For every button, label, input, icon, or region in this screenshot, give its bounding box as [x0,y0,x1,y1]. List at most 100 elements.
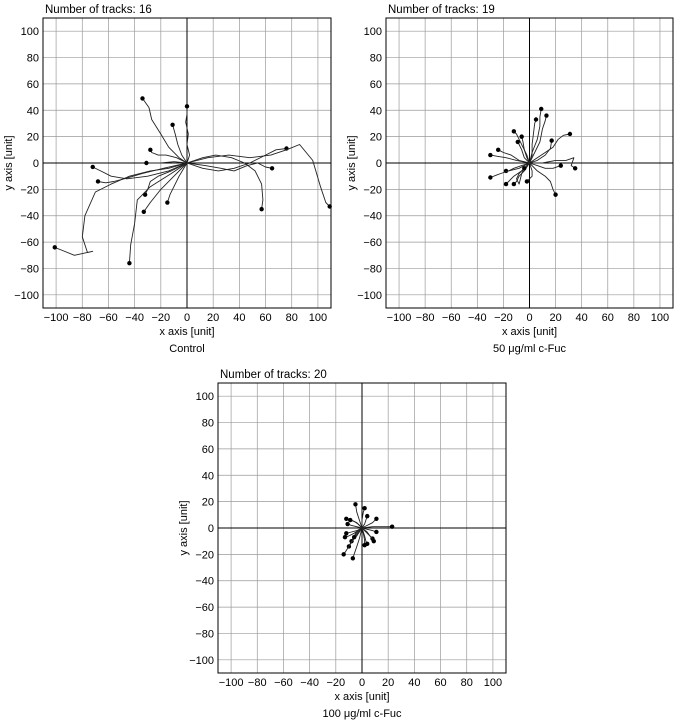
track-endpoint [488,152,493,158]
x-tick-label: 0 [184,312,190,324]
track-endpoint [141,209,146,214]
track-line [361,526,393,529]
track-endpoint [524,179,530,184]
track-line [149,149,188,164]
x-tick-label: −40 [468,312,487,324]
track-endpoint [140,96,145,101]
y-tick-label: −60 [363,237,382,249]
track-endpoint [544,113,549,118]
x-tick-label: 100 [484,677,502,689]
track-endpoint [90,164,95,170]
y-tick-label: −20 [363,184,382,196]
x-tick-label: −40 [125,312,144,324]
track-line [529,115,547,164]
y-tick-label: 60 [370,79,382,91]
track-endpoint [519,134,524,139]
y-tick-label: −40 [195,576,214,588]
track-endpoint [511,181,517,187]
track-endpoint [389,524,395,529]
track-line [361,527,375,542]
track-line [186,154,264,210]
plot-frame [385,17,674,309]
x-tick-label: 20 [549,312,561,324]
track-endpoint [558,163,564,168]
x-tick-label: 60 [434,677,446,689]
y-tick-label: −100 [189,655,214,667]
y-tick-label: 40 [27,105,39,117]
track-line [186,148,287,172]
track-line [343,527,363,555]
track-line [513,131,530,164]
chart-panel-1: −100 −100 −80 −80 −60 −60 −40 −40 −20 −20 0 0 20 20 40… [3,4,332,355]
x-tick-label: −80 [248,677,267,689]
track-line [166,162,188,203]
y-tick-label: 80 [370,53,382,65]
track-endpoint [341,552,346,557]
track-endpoint [127,260,132,266]
track-endpoint [327,204,332,209]
x-axis-label: x axis [unit] [159,326,214,338]
y-tick-label: −60 [195,602,214,614]
track-endpoint [148,147,153,153]
track-line [355,504,363,529]
x-tick-label: 40 [233,312,245,324]
y-tick-label: 20 [27,132,39,144]
y-tick-label: −80 [195,628,214,640]
y-tick-label: 60 [27,79,39,91]
track-endpoint [344,516,349,521]
track-endpoint [52,245,57,250]
track-line [361,518,377,529]
chart-caption: Control [169,343,204,355]
track-endpoint [374,516,379,521]
x-tick-label: −20 [494,312,513,324]
track-line [142,98,188,164]
track-line [529,162,561,169]
track-endpoint [567,131,573,137]
track-line [529,157,576,169]
track-endpoint [348,517,353,523]
x-tick-label: 40 [408,677,420,689]
x-tick-label: 80 [628,312,640,324]
track-endpoint [342,535,348,540]
x-tick-label: −20 [326,677,345,689]
x-tick-label: 40 [576,312,588,324]
track-endpoint [511,129,517,134]
track-endpoint [95,179,101,184]
track-endpoint [488,175,493,180]
y-tick-label: −60 [20,237,39,249]
x-tick-label: 20 [207,312,219,324]
y-tick-label: 80 [27,53,39,65]
chart-caption: 100 μg/ml c-Fuc [322,708,402,720]
x-tick-label: 0 [526,312,532,324]
x-tick-label: 0 [359,677,365,689]
y-tick-label: −20 [195,549,214,561]
track-line [185,106,191,164]
track-line [352,527,363,559]
track-line [172,124,188,164]
chart-panel-3: −100 −100 −80 −80 −60 −60 −40 −40 −20 −20 0 0 20 20 40… [178,369,507,720]
track-line [361,527,366,546]
x-axis-label: x axis [unit] [502,326,557,338]
track-endpoint [170,122,175,127]
track-endpoint [533,117,539,122]
track-line [529,140,553,164]
track-endpoint [144,160,149,166]
track-line [529,133,570,164]
y-tick-label: 20 [370,132,382,144]
track-line [54,162,188,256]
track-count-label: Number of tracks: 16 [45,4,152,16]
track-endpoint [362,506,367,511]
chart-panel-2: −100 −100 −80 −80 −60 −60 −40 −40 −20 −20 0 0 20 20 40… [346,4,674,355]
x-tick-label: −100 [387,312,412,324]
x-axis-label: x axis [unit] [334,691,389,703]
track-line [490,154,530,164]
x-tick-label: 60 [602,312,614,324]
y-tick-label: −40 [20,211,39,223]
track-count-label: Number of tracks: 20 [220,369,327,381]
y-tick-label: 40 [370,105,382,117]
y-tick-label: −20 [20,184,39,196]
x-tick-label: 100 [309,312,327,324]
x-tick-label: 100 [651,312,669,324]
y-tick-label: −100 [14,290,39,302]
